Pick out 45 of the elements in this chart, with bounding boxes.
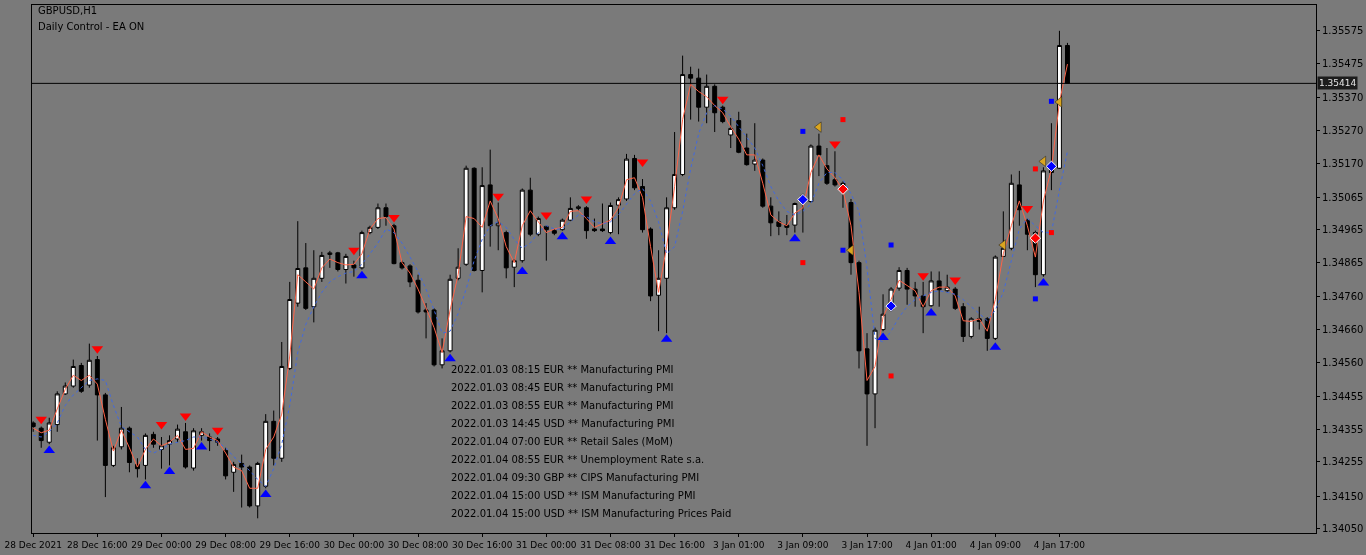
y-tick-label: 1.35575 bbox=[1322, 25, 1364, 37]
annotation: 2022.01.04 15:00 USD ** ISM Manufacturing Prices Paid bbox=[451, 508, 732, 519]
y-tick-label: 1.34865 bbox=[1322, 257, 1364, 269]
y-tick-label: 1.34660 bbox=[1322, 324, 1364, 336]
annotation: 2022.01.03 08:15 EUR ** Manufacturing PMI bbox=[451, 364, 674, 375]
y-tick-label: 1.35170 bbox=[1322, 157, 1364, 169]
x-tick-label: 31 Dec 00:00 bbox=[516, 539, 577, 550]
y-tick-label: 1.34760 bbox=[1322, 291, 1364, 303]
y-tick-label: 1.34355 bbox=[1322, 423, 1364, 435]
x-tick-label: 3 Jan 01:00 bbox=[713, 539, 765, 550]
y-tick-label: 1.34255 bbox=[1322, 456, 1364, 468]
y-tick-label: 1.34560 bbox=[1322, 356, 1364, 368]
y-tick-label: 1.35065 bbox=[1322, 191, 1364, 203]
annotation: 2022.01.03 08:55 EUR ** Manufacturing PMI bbox=[451, 400, 674, 411]
annotation: 2022.01.03 14:45 USD ** Manufacturing PMI bbox=[451, 418, 675, 429]
x-tick-label: 29 Dec 08:00 bbox=[195, 539, 257, 550]
x-tick-label: 30 Dec 16:00 bbox=[451, 539, 513, 550]
x-tick-label: 29 Dec 16:00 bbox=[259, 539, 321, 550]
y-tick-label: 1.34050 bbox=[1322, 523, 1364, 535]
annotation: 2022.01.04 15:00 USD ** ISM Manufacturing PMI bbox=[451, 490, 696, 501]
annotation: 2022.01.04 07:00 EUR ** Retail Sales (MoM) bbox=[451, 436, 673, 447]
x-tick-label: 30 Dec 00:00 bbox=[323, 539, 385, 550]
x-tick-label: 4 Jan 09:00 bbox=[969, 539, 1022, 550]
x-tick-label: 31 Dec 08:00 bbox=[580, 539, 641, 550]
x-tick-label: 4 Jan 01:00 bbox=[905, 539, 958, 550]
x-tick-label: 3 Jan 09:00 bbox=[777, 539, 829, 550]
y-tick-label: 1.34455 bbox=[1322, 391, 1364, 403]
text: Daily Control - EA ON bbox=[38, 21, 145, 32]
x-tick-label: 31 Dec 16:00 bbox=[644, 539, 706, 550]
chart-title: GBPUSD,H1 bbox=[38, 5, 98, 16]
x-tick-label: 28 Dec 2021 bbox=[4, 539, 62, 550]
y-tick-label: 1.35475 bbox=[1322, 57, 1364, 69]
annotation: 2022.01.03 08:45 EUR ** Manufacturing PMI bbox=[451, 382, 674, 393]
x-tick-label: 28 Dec 16:00 bbox=[67, 539, 128, 550]
x-tick-label: 30 Dec 08:00 bbox=[387, 539, 449, 550]
x-tick-label: 4 Jan 17:00 bbox=[1033, 539, 1086, 550]
x-tick-label: 3 Jan 17:00 bbox=[841, 539, 893, 550]
y-tick-label: 1.35270 bbox=[1322, 124, 1364, 136]
y-tick-label: 1.35370 bbox=[1322, 92, 1364, 104]
annotation: 2022.01.04 09:30 GBP ** CIPS Manufacturing PMI bbox=[451, 472, 700, 483]
y-tick-label: 1.34965 bbox=[1322, 224, 1364, 236]
x-tick-label: 29 Dec 00:00 bbox=[131, 539, 193, 550]
ref-line-label: 1.35414 bbox=[1319, 78, 1357, 88]
annotation: 2022.01.04 08:55 EUR ** Unemployment Rate s.a. bbox=[451, 454, 705, 465]
y-tick-label: 1.34150 bbox=[1322, 490, 1364, 502]
